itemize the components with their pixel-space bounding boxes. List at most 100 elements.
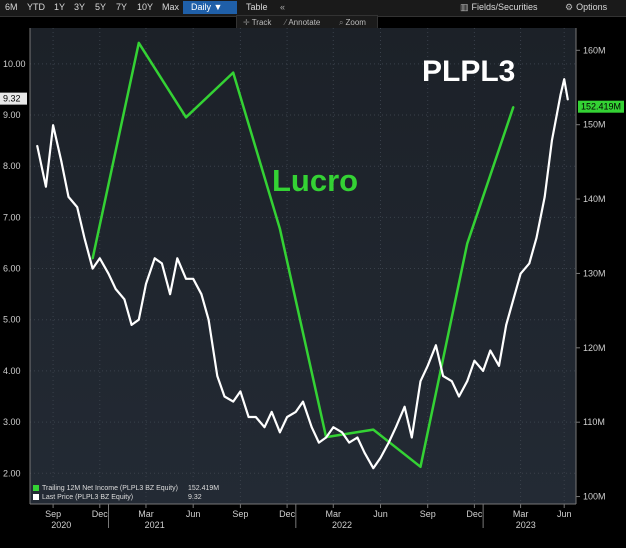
gridlines xyxy=(30,28,576,504)
price-point xyxy=(372,467,375,470)
income-last-value-label: 152.419M xyxy=(581,102,621,112)
price-point xyxy=(123,298,126,301)
price-point xyxy=(563,78,566,81)
price-point xyxy=(60,160,63,162)
range-max-button[interactable]: Max xyxy=(162,2,180,12)
price-point xyxy=(379,457,382,459)
x-tick-label: Sep xyxy=(45,509,61,519)
price-point xyxy=(535,236,538,239)
income-point xyxy=(91,257,94,260)
right-tick-label: 100M xyxy=(583,492,606,502)
price-point xyxy=(458,395,460,398)
pencil-icon: ⁄ xyxy=(285,18,287,27)
price-point xyxy=(512,298,515,301)
right-tick-label: 160M xyxy=(583,45,606,55)
price-point xyxy=(348,441,351,444)
range-5y-button[interactable]: 5Y xyxy=(95,2,107,12)
range-ytd-button[interactable]: YTD xyxy=(27,2,45,12)
price-point xyxy=(403,405,406,408)
frequency-dropdown[interactable]: Daily ▼ xyxy=(183,1,237,14)
crosshair-icon: ✛ xyxy=(243,18,250,27)
range-1y-button[interactable]: 1Y xyxy=(54,2,66,12)
price-point xyxy=(286,416,288,418)
price-point xyxy=(200,293,203,296)
price-point xyxy=(325,436,327,439)
price-point xyxy=(356,436,359,439)
price-point xyxy=(130,323,133,326)
right-tick-label: 140M xyxy=(583,194,606,204)
x-tick-label: Dec xyxy=(466,509,483,519)
legend-item-price[interactable]: Last Price (PLPL3 BZ Equity) 9.32 xyxy=(33,493,202,502)
table-button[interactable]: Table xyxy=(246,2,268,12)
price-point xyxy=(114,288,117,290)
legend-swatch-income xyxy=(33,485,39,491)
price-point xyxy=(387,441,390,444)
gear-icon: ⚙ xyxy=(565,2,574,12)
price-point xyxy=(98,257,101,260)
income-point xyxy=(419,465,422,468)
zoom-button[interactable]: ⌕ Zoom xyxy=(339,18,366,28)
price-point xyxy=(426,364,429,367)
price-point xyxy=(270,410,273,413)
price-point xyxy=(36,144,39,147)
top-toolbar: 6M YTD 1Y 3Y 5Y 7Y 10Y Max Daily ▼ Table… xyxy=(0,0,626,17)
price-point xyxy=(263,426,266,429)
price-point xyxy=(83,236,86,239)
range-10y-button[interactable]: 10Y xyxy=(137,2,154,12)
price-point xyxy=(519,272,522,275)
price-point xyxy=(435,344,437,347)
plot-area[interactable] xyxy=(30,28,576,504)
range-7y-button[interactable]: 7Y xyxy=(116,2,128,12)
annotate-label: Annotate xyxy=(288,18,321,27)
price-point xyxy=(137,318,140,321)
x-year-label: 2020 xyxy=(51,520,71,530)
x-tick-label: Sep xyxy=(232,509,248,519)
left-axis: 2.00 3.00 4.00 5.00 6.00 7.00 8.00 9.00 10.00 xyxy=(3,28,31,504)
series-layer xyxy=(36,41,569,470)
income-last-value-marker xyxy=(578,100,624,113)
income-point xyxy=(512,105,515,108)
price-point xyxy=(216,375,219,377)
price-point xyxy=(239,390,242,393)
price-point xyxy=(550,139,553,142)
income-point xyxy=(232,71,235,74)
price-point xyxy=(169,293,171,296)
track-label: Track xyxy=(251,18,272,27)
legend-value-price: 9.32 xyxy=(188,494,202,501)
fields-securities-label: Fields/Securities xyxy=(471,2,538,12)
x-year-label: 2023 xyxy=(516,520,536,530)
legend-value-income: 152.419M xyxy=(188,485,220,492)
price-last-value-label: 9.32 xyxy=(3,94,21,104)
price-point xyxy=(91,267,94,270)
range-6m-button[interactable]: 6M xyxy=(5,2,18,12)
options-button[interactable]: ⚙ Options xyxy=(565,2,607,13)
legend-swatch-price xyxy=(33,494,39,500)
left-tick-label: 7.00 xyxy=(3,212,21,222)
price-point xyxy=(192,277,195,280)
fields-securities-button[interactable]: ▥ Fields/Securities xyxy=(460,2,538,13)
price-point xyxy=(302,400,304,403)
price-point xyxy=(528,262,531,265)
price-point xyxy=(482,370,485,372)
price-point xyxy=(232,400,235,403)
price-point xyxy=(466,380,469,383)
track-button[interactable]: ✛ Track xyxy=(243,18,271,27)
legend-item-income[interactable]: Trailing 12M Net Income (PLPL3 BZ Equity… xyxy=(33,484,219,493)
x-tick-label: Mar xyxy=(513,509,529,519)
left-tick-label: 5.00 xyxy=(3,315,21,325)
price-point xyxy=(543,196,546,198)
left-tick-label: 4.00 xyxy=(3,366,21,376)
collapse-button[interactable]: « xyxy=(280,2,286,12)
price-point xyxy=(247,416,250,418)
magnifier-icon: ⌕ xyxy=(339,18,344,27)
price-point xyxy=(254,416,257,418)
income-point xyxy=(185,116,187,119)
range-3y-button[interactable]: 3Y xyxy=(74,2,86,12)
chart-title: PLPL3 xyxy=(422,55,516,88)
price-point xyxy=(207,318,210,321)
price-point xyxy=(294,410,297,413)
right-tick-label: 120M xyxy=(583,343,606,353)
price-point xyxy=(45,185,47,188)
annotate-button[interactable]: ⁄ Annotate xyxy=(285,18,320,27)
price-point xyxy=(559,93,562,96)
